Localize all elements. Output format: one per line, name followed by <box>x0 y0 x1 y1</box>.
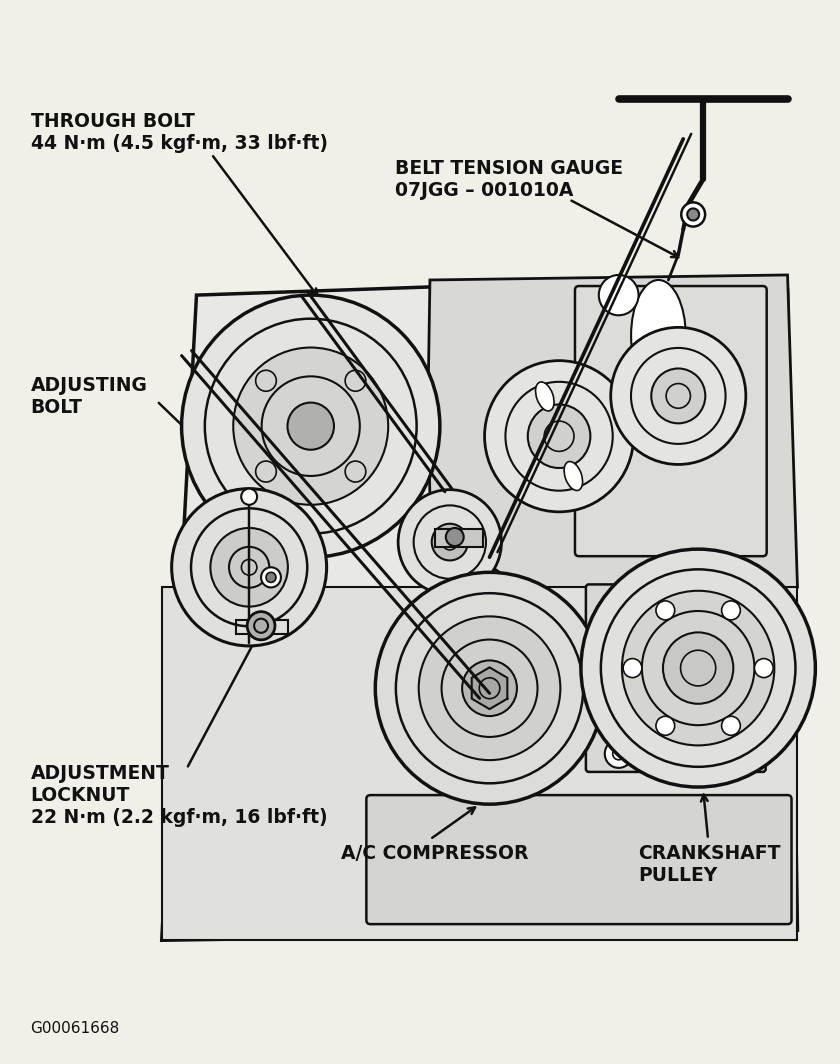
Circle shape <box>462 661 517 716</box>
Circle shape <box>623 659 642 678</box>
Circle shape <box>581 549 816 787</box>
Ellipse shape <box>536 382 554 411</box>
Circle shape <box>266 572 276 582</box>
Circle shape <box>418 616 560 760</box>
Ellipse shape <box>564 462 583 491</box>
Circle shape <box>181 295 440 558</box>
Circle shape <box>241 488 257 504</box>
Polygon shape <box>162 587 797 941</box>
Text: BELT TENSION GAUGE
07JGG – 001010A: BELT TENSION GAUGE 07JGG – 001010A <box>395 159 623 200</box>
FancyBboxPatch shape <box>575 286 767 556</box>
Circle shape <box>734 594 762 621</box>
Polygon shape <box>162 280 797 941</box>
Circle shape <box>375 572 604 804</box>
Circle shape <box>599 275 638 315</box>
Bar <box>435 529 483 547</box>
Circle shape <box>605 594 633 621</box>
Circle shape <box>605 739 633 768</box>
Polygon shape <box>428 275 797 622</box>
Text: A/C COMPRESSOR: A/C COMPRESSOR <box>340 845 528 864</box>
Text: ADJUSTMENT
LOCKNUT
22 N·m (2.2 kgf·m, 16 lbf·ft): ADJUSTMENT LOCKNUT 22 N·m (2.2 kgf·m, 16… <box>30 764 328 827</box>
Polygon shape <box>472 667 507 709</box>
Circle shape <box>656 716 675 735</box>
Circle shape <box>261 567 281 587</box>
Circle shape <box>681 202 705 227</box>
Text: G00061668: G00061668 <box>30 1020 120 1036</box>
FancyBboxPatch shape <box>585 584 766 771</box>
Circle shape <box>210 528 288 606</box>
Circle shape <box>754 659 773 678</box>
Bar <box>236 619 288 634</box>
Circle shape <box>663 632 733 703</box>
Circle shape <box>687 209 699 220</box>
Circle shape <box>234 348 388 504</box>
Circle shape <box>247 612 275 639</box>
Text: ADJUSTING
BOLT: ADJUSTING BOLT <box>30 376 148 417</box>
Text: CRANKSHAFT
PULLEY: CRANKSHAFT PULLEY <box>638 845 781 885</box>
Circle shape <box>622 591 774 746</box>
Circle shape <box>287 402 334 450</box>
Circle shape <box>528 404 591 468</box>
Circle shape <box>398 489 501 595</box>
Circle shape <box>722 601 740 620</box>
Circle shape <box>651 368 706 423</box>
Text: THROUGH BOLT
44 N·m (4.5 kgf·m, 33 lbf·ft): THROUGH BOLT 44 N·m (4.5 kgf·m, 33 lbf·f… <box>30 112 328 152</box>
Circle shape <box>611 328 746 465</box>
Ellipse shape <box>631 280 685 390</box>
Circle shape <box>171 488 327 646</box>
Circle shape <box>722 716 740 735</box>
Circle shape <box>432 523 468 561</box>
Circle shape <box>734 739 762 768</box>
Circle shape <box>656 601 675 620</box>
Ellipse shape <box>631 340 685 451</box>
Circle shape <box>485 361 633 512</box>
Circle shape <box>446 528 464 546</box>
FancyBboxPatch shape <box>366 795 791 925</box>
